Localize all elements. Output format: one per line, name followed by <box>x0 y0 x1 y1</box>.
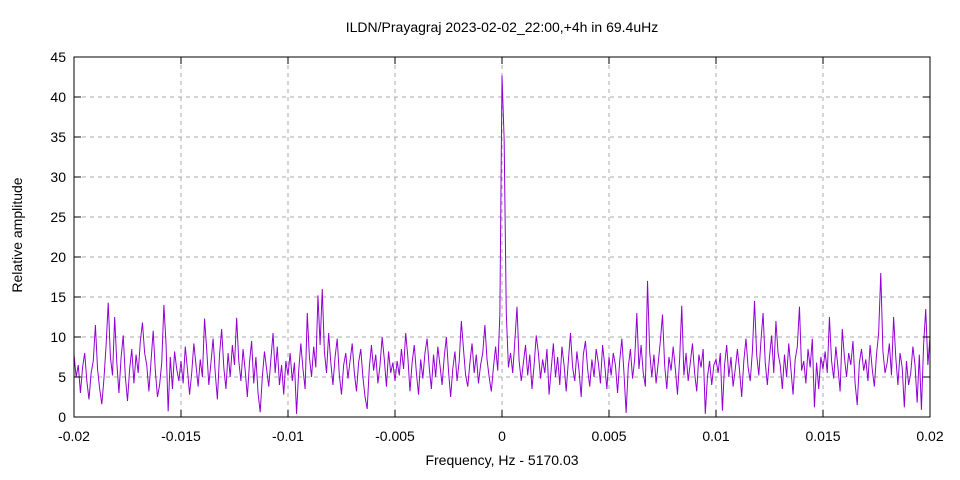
spectrum-line <box>73 75 931 414</box>
x-tick-label: 0 <box>498 428 506 444</box>
chart-title: ILDN/Prayagraj 2023-02-02_22:00,+4h in 6… <box>345 19 659 35</box>
y-tick-label: 20 <box>50 249 66 265</box>
y-tick-label: 15 <box>50 289 66 305</box>
y-tick-label: 35 <box>50 129 66 145</box>
x-axis-label: Frequency, Hz - 5170.03 <box>425 452 579 468</box>
x-tick-label: -0.015 <box>161 428 201 444</box>
y-tick-label: 5 <box>58 369 66 385</box>
y-tick-label: 10 <box>50 329 66 345</box>
x-tick-label: 0.01 <box>702 428 729 444</box>
y-axis-label: Relative amplitude <box>9 177 25 293</box>
y-tick-label: 30 <box>50 169 66 185</box>
y-tick-label: 40 <box>50 89 66 105</box>
x-tick-label: -0.02 <box>58 428 90 444</box>
x-tick-label: -0.005 <box>375 428 415 444</box>
x-tick-label: 0.005 <box>591 428 626 444</box>
x-tick-label: 0.015 <box>805 428 840 444</box>
y-tick-label: 25 <box>50 209 66 225</box>
y-tick-label: 0 <box>58 409 66 425</box>
x-tick-label: 0.02 <box>916 428 943 444</box>
x-tick-label: -0.01 <box>272 428 304 444</box>
y-tick-label: 45 <box>50 49 66 65</box>
